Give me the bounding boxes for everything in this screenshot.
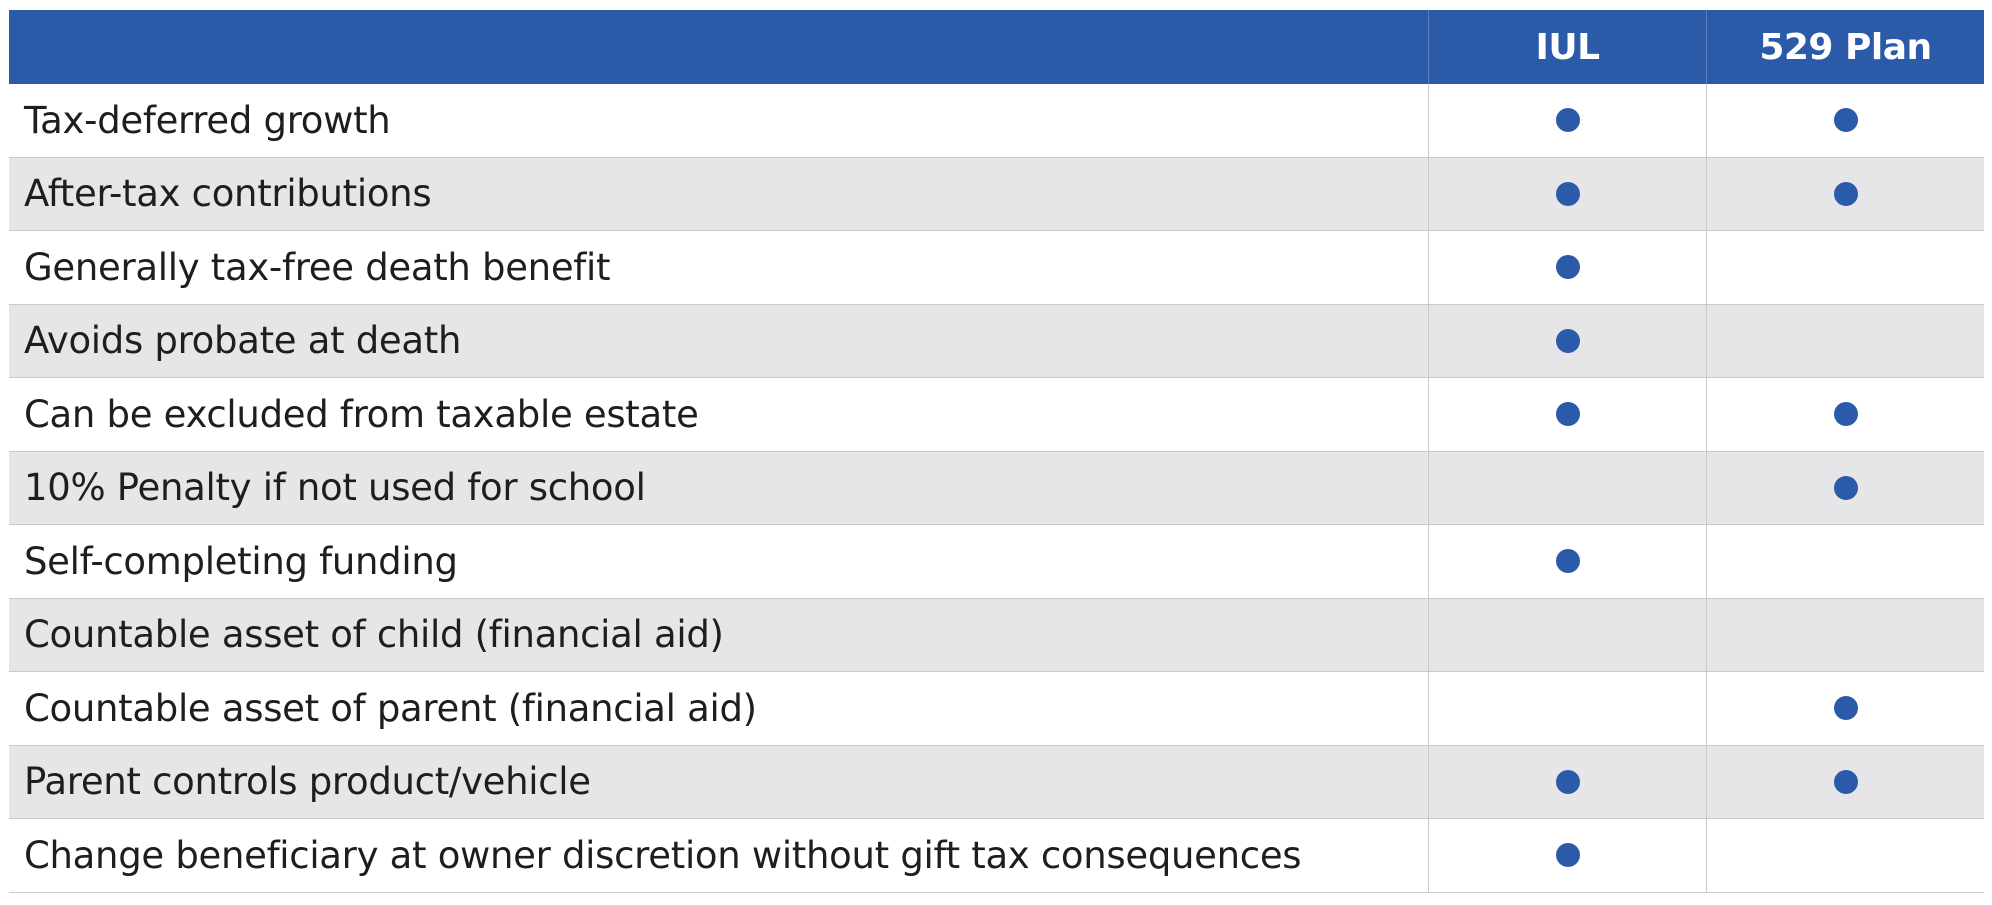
table-body: Tax-deferred growth After-tax contributi… [9, 84, 1984, 893]
check-dot-icon [1555, 181, 1580, 206]
table-row: Generally tax-free death benefit [9, 231, 1984, 305]
check-dot-icon [1833, 181, 1858, 206]
check-dot-icon [1555, 769, 1580, 794]
iul-cell [1428, 157, 1706, 230]
feature-label: Countable asset of child (financial aid) [24, 613, 724, 657]
table-row: Countable asset of child (financial aid) [9, 598, 1984, 672]
table-row: 10% Penalty if not used for school [9, 451, 1984, 525]
table-row: Countable asset of parent (financial aid… [9, 672, 1984, 746]
check-dot-icon [1555, 549, 1580, 574]
plan529-cell [1706, 598, 1984, 671]
iul-cell [1428, 598, 1706, 671]
check-dot-icon [1555, 255, 1580, 280]
iul-cell [1428, 451, 1706, 524]
feature-label: Can be excluded from taxable estate [24, 392, 699, 436]
feature-label: After-tax contributions [24, 172, 432, 216]
table-row: Can be excluded from taxable estate [9, 378, 1984, 452]
table-row: Self-completing funding [9, 525, 1984, 599]
plan529-cell [1706, 525, 1984, 598]
iul-cell [1428, 745, 1706, 818]
feature-label: Avoids probate at death [24, 319, 462, 363]
iul-cell [1428, 672, 1706, 745]
plan529-cell [1706, 819, 1984, 892]
feature-label: 10% Penalty if not used for school [24, 466, 646, 510]
feature-label: Countable asset of parent (financial aid… [24, 686, 757, 730]
plan529-cell [1706, 672, 1984, 745]
check-dot-icon [1555, 843, 1580, 868]
header-529-plan: 529 Plan [1706, 10, 1984, 84]
feature-label: Generally tax-free death benefit [24, 245, 611, 289]
iul-cell [1428, 304, 1706, 377]
check-dot-icon [1555, 108, 1580, 133]
check-dot-icon [1833, 108, 1858, 133]
table-row: Tax-deferred growth [9, 84, 1984, 158]
check-dot-icon [1833, 696, 1858, 721]
plan529-cell [1706, 84, 1984, 157]
check-dot-icon [1833, 402, 1858, 427]
table-row: Avoids probate at death [9, 304, 1984, 378]
iul-cell [1428, 819, 1706, 892]
table-row: Parent controls product/vehicle [9, 745, 1984, 819]
plan529-cell [1706, 231, 1984, 304]
feature-label: Self-completing funding [24, 539, 458, 583]
plan529-cell [1706, 157, 1984, 230]
header-feature-cell [9, 10, 1428, 84]
feature-label: Change beneficiary at owner discretion w… [24, 833, 1302, 877]
comparison-table: IUL 529 Plan Tax-deferred growth After-t… [9, 10, 1984, 893]
iul-cell [1428, 525, 1706, 598]
check-dot-icon [1833, 475, 1858, 500]
check-dot-icon [1833, 769, 1858, 794]
plan529-cell [1706, 304, 1984, 377]
header-iul: IUL [1428, 10, 1706, 84]
iul-cell [1428, 231, 1706, 304]
iul-cell [1428, 84, 1706, 157]
feature-label: Tax-deferred growth [24, 98, 391, 142]
table-row: After-tax contributions [9, 157, 1984, 231]
check-dot-icon [1555, 402, 1580, 427]
check-dot-icon [1555, 328, 1580, 353]
iul-cell [1428, 378, 1706, 451]
table-header: IUL 529 Plan [9, 10, 1984, 84]
table-row: Change beneficiary at owner discretion w… [9, 819, 1984, 893]
plan529-cell [1706, 745, 1984, 818]
feature-label: Parent controls product/vehicle [24, 760, 591, 804]
plan529-cell [1706, 378, 1984, 451]
plan529-cell [1706, 451, 1984, 524]
